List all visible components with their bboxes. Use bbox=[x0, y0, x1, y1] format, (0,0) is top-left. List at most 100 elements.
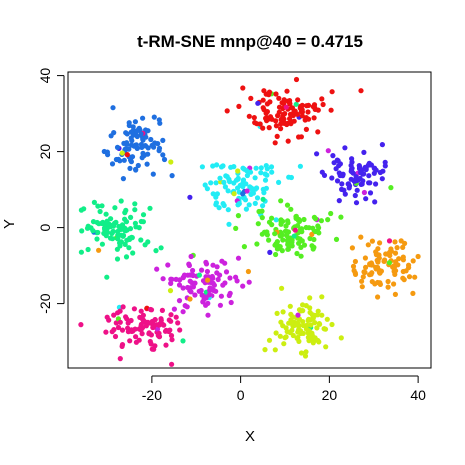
data-point bbox=[261, 88, 267, 94]
data-point bbox=[345, 181, 352, 187]
data-point bbox=[225, 188, 231, 194]
data-point bbox=[365, 242, 371, 248]
data-point bbox=[302, 353, 309, 359]
data-point bbox=[295, 312, 301, 318]
data-point bbox=[217, 302, 223, 308]
data-point bbox=[240, 85, 246, 91]
data-point bbox=[406, 274, 413, 280]
data-point bbox=[119, 343, 125, 349]
data-point bbox=[287, 303, 293, 309]
data-point bbox=[126, 146, 132, 152]
data-point bbox=[367, 180, 373, 186]
data-point bbox=[148, 332, 154, 338]
data-point bbox=[308, 322, 314, 328]
data-point bbox=[231, 191, 237, 197]
data-point bbox=[203, 261, 210, 267]
data-point bbox=[111, 130, 117, 136]
data-point bbox=[269, 222, 275, 228]
data-point bbox=[206, 292, 212, 298]
data-point bbox=[274, 246, 280, 252]
data-point bbox=[167, 288, 174, 294]
data-point bbox=[223, 173, 229, 179]
data-point bbox=[231, 180, 237, 186]
data-point bbox=[144, 161, 150, 167]
data-point bbox=[284, 237, 291, 243]
data-point bbox=[85, 246, 91, 253]
data-point bbox=[78, 322, 84, 328]
data-point bbox=[253, 165, 259, 171]
data-point bbox=[274, 310, 280, 316]
data-point bbox=[400, 244, 406, 250]
data-point bbox=[190, 272, 196, 278]
data-point bbox=[297, 163, 303, 169]
data-point bbox=[283, 223, 289, 229]
data-point bbox=[319, 312, 325, 318]
data-point bbox=[119, 150, 125, 156]
data-point bbox=[296, 240, 302, 246]
data-point bbox=[140, 219, 146, 225]
data-point bbox=[258, 170, 264, 176]
data-point bbox=[309, 330, 315, 336]
data-point bbox=[338, 335, 344, 341]
data-point bbox=[281, 341, 287, 347]
data-point bbox=[117, 319, 123, 325]
data-point bbox=[160, 137, 166, 143]
data-point bbox=[245, 268, 251, 275]
data-point bbox=[110, 223, 117, 229]
data-point bbox=[367, 190, 374, 196]
data-point bbox=[363, 264, 369, 270]
data-point bbox=[120, 304, 126, 310]
data-point bbox=[180, 309, 186, 315]
data-point bbox=[277, 233, 284, 239]
data-point bbox=[273, 91, 279, 97]
data-point bbox=[213, 288, 219, 294]
data-point bbox=[130, 132, 137, 138]
data-point bbox=[371, 170, 377, 176]
data-point bbox=[180, 285, 186, 291]
data-point bbox=[111, 312, 117, 318]
data-point bbox=[109, 161, 116, 167]
data-point bbox=[149, 142, 155, 148]
data-point bbox=[352, 258, 358, 265]
data-point bbox=[272, 242, 278, 248]
data-point bbox=[358, 234, 364, 240]
data-point bbox=[402, 240, 408, 246]
data-point bbox=[273, 330, 279, 336]
data-point bbox=[132, 201, 138, 207]
data-point bbox=[110, 105, 116, 111]
data-point bbox=[339, 181, 345, 187]
data-point bbox=[169, 173, 175, 179]
data-point bbox=[123, 130, 129, 136]
data-point bbox=[223, 269, 230, 275]
data-point bbox=[325, 148, 331, 154]
data-point bbox=[352, 192, 358, 199]
data-point bbox=[279, 248, 285, 254]
data-point bbox=[115, 236, 121, 242]
data-point bbox=[225, 207, 231, 213]
data-point bbox=[320, 101, 326, 108]
data-point bbox=[286, 174, 292, 180]
data-point bbox=[415, 253, 421, 260]
data-point bbox=[391, 264, 397, 270]
data-point bbox=[235, 168, 241, 174]
data-point bbox=[264, 172, 270, 178]
data-point bbox=[228, 299, 234, 306]
data-point bbox=[302, 117, 308, 123]
data-point bbox=[123, 254, 130, 260]
data-point bbox=[400, 254, 406, 260]
data-point bbox=[214, 264, 220, 270]
data-point bbox=[177, 327, 183, 333]
y-tick-label: 40 bbox=[37, 68, 53, 84]
data-point bbox=[338, 214, 344, 220]
data-point bbox=[305, 334, 311, 340]
data-point bbox=[299, 113, 305, 119]
data-point bbox=[410, 290, 416, 296]
data-point bbox=[151, 114, 157, 120]
data-point bbox=[342, 145, 348, 151]
data-point bbox=[289, 237, 295, 243]
data-point bbox=[329, 321, 335, 328]
data-point bbox=[341, 187, 347, 193]
data-point bbox=[379, 142, 385, 148]
data-point bbox=[199, 164, 205, 170]
